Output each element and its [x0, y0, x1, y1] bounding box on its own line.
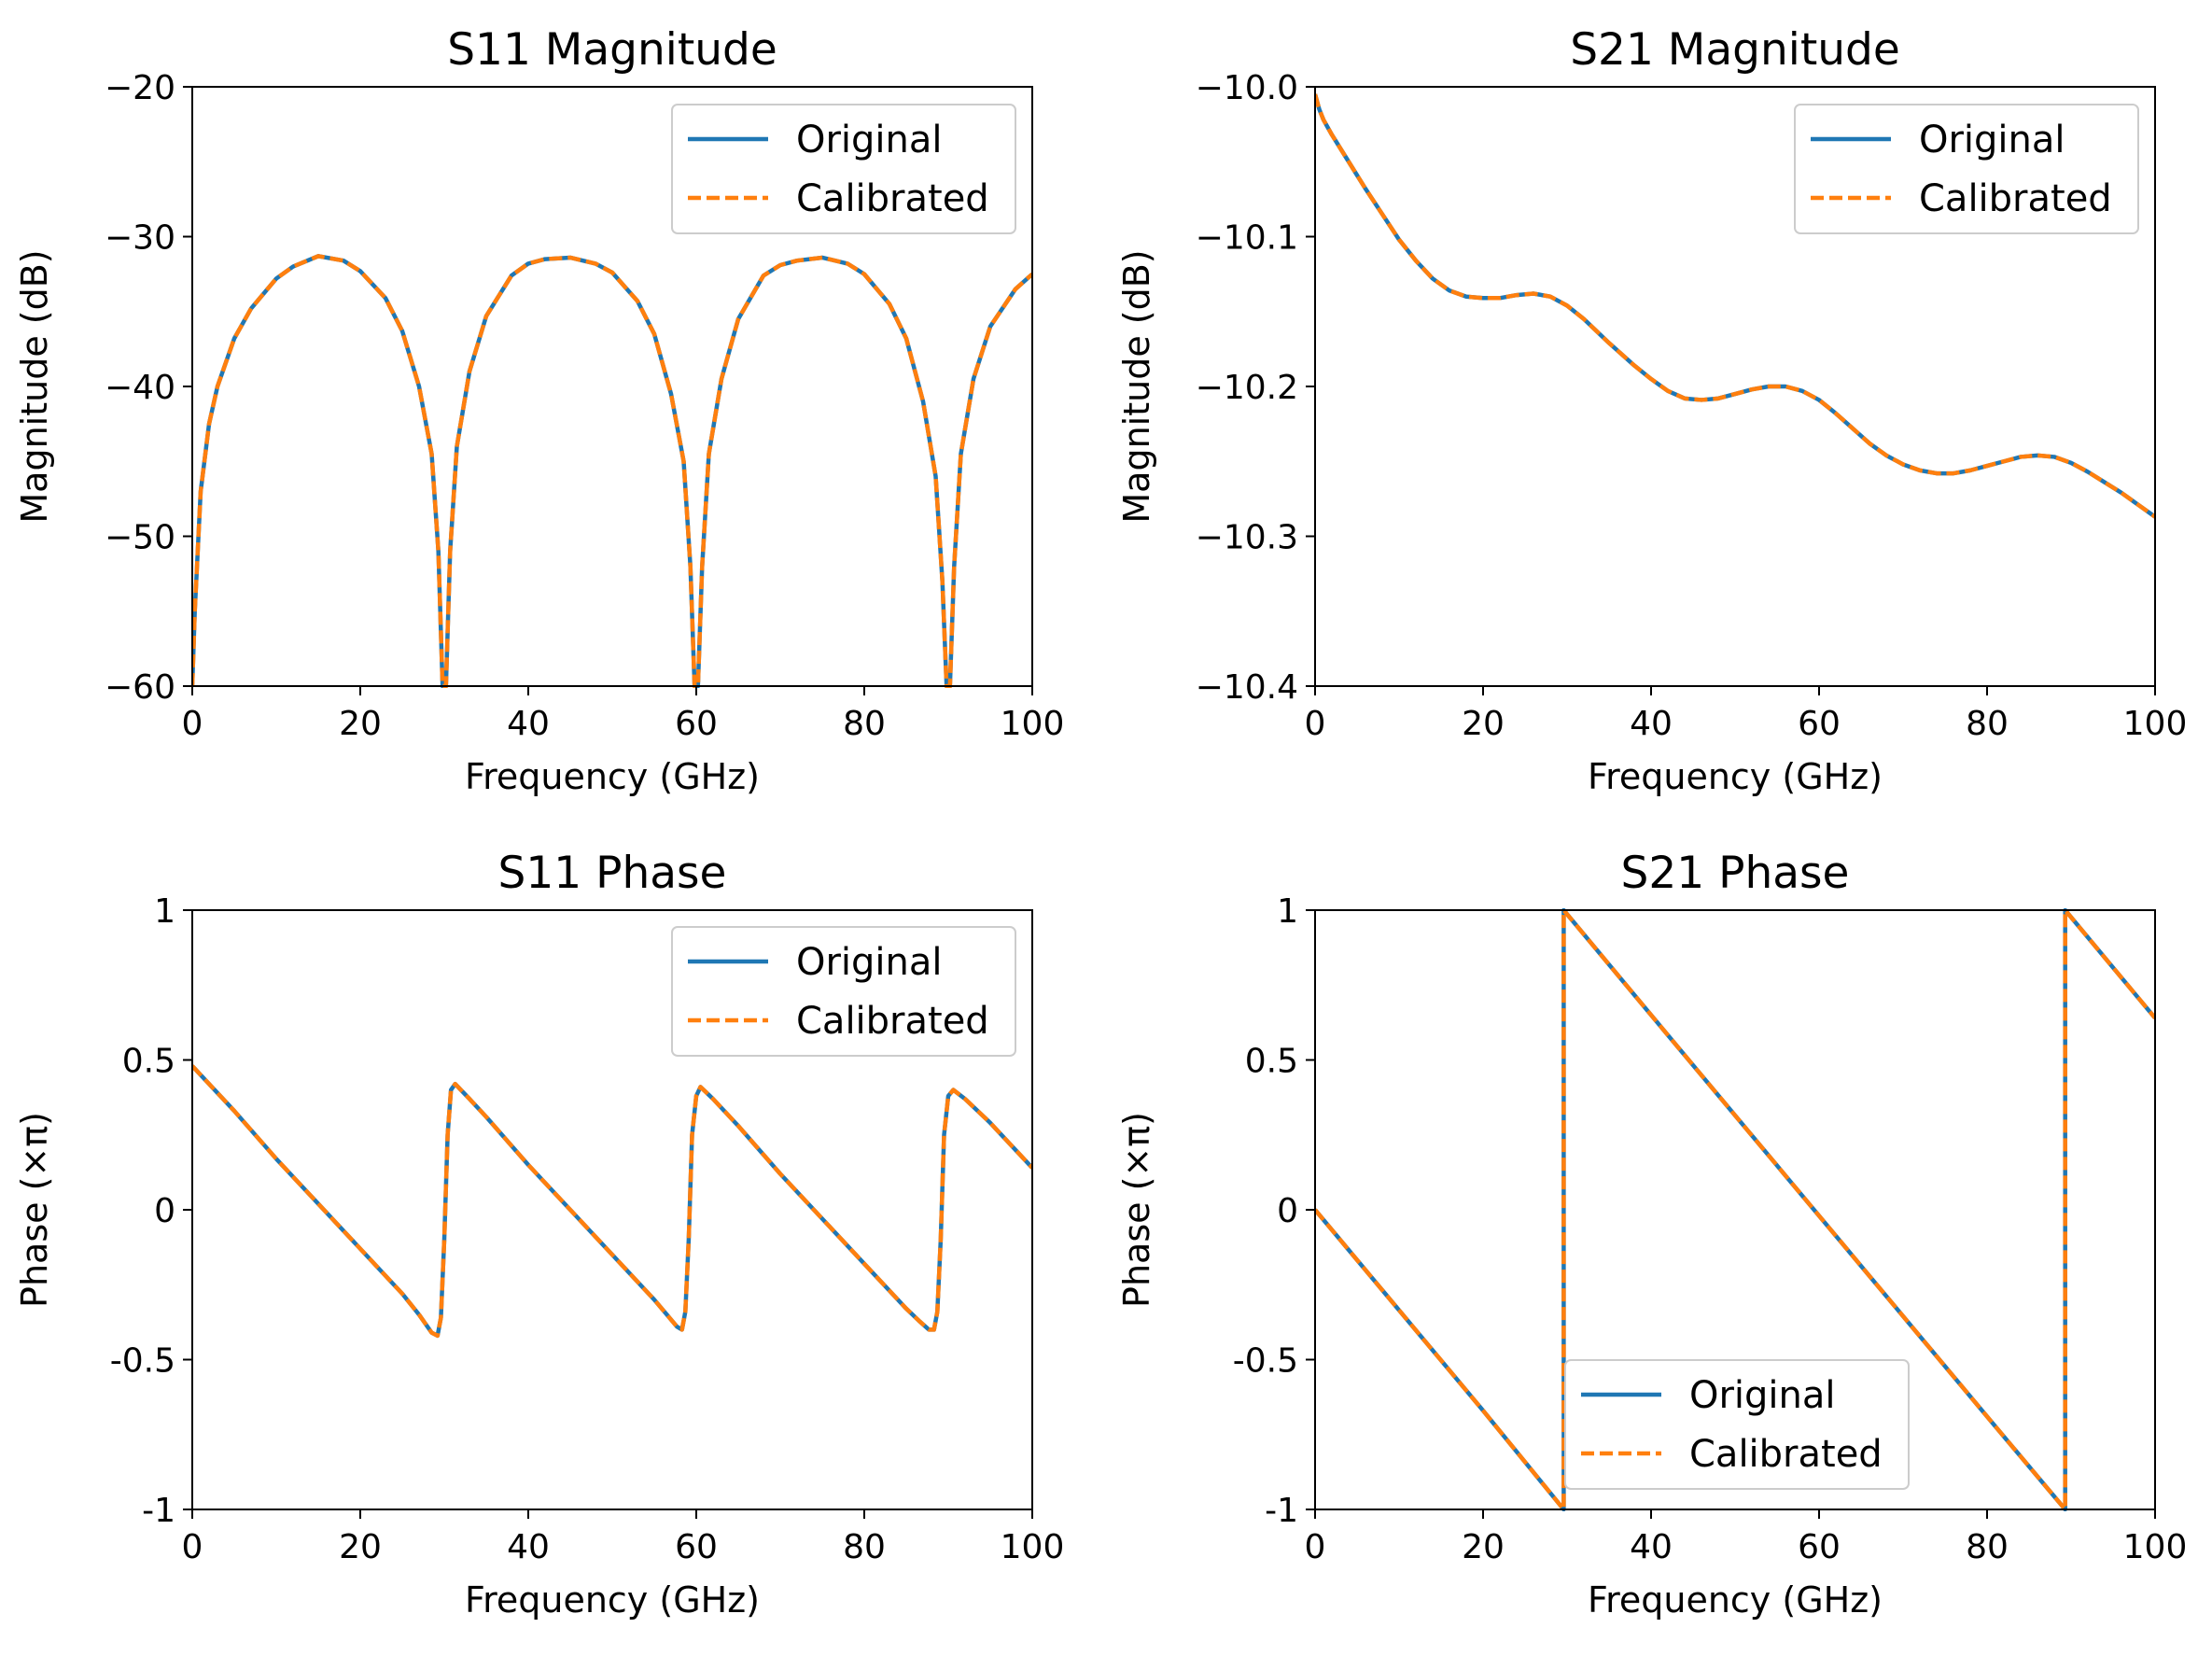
chart-3: 0 20 40 60 80 100 -1 -0.5 0 0.5 1 S11 Phase Frequenc…	[14, 848, 1064, 1621]
chart-title: S11 Magnitude	[447, 24, 777, 76]
legend-box	[1564, 1359, 1910, 1490]
chart-title: S21 Phase	[1621, 848, 1850, 899]
x-tick-label: 60	[675, 1528, 718, 1566]
x-tick-label: 100	[1001, 1528, 1065, 1566]
x-tick-label: 0	[1305, 705, 1326, 743]
legend: Original Calibrated	[671, 926, 1016, 1057]
legend-box	[671, 926, 1016, 1057]
y-axis-label: Phase (×π)	[14, 1112, 55, 1308]
x-tick-label: 40	[507, 705, 550, 743]
y-tick-label: 1	[154, 892, 175, 931]
x-tick-label: 80	[1966, 705, 2009, 743]
y-tick-label: −30	[105, 219, 175, 258]
x-tick-label: 20	[1462, 705, 1505, 743]
x-tick-label: 20	[339, 1528, 382, 1566]
y-axis-label: Phase (×π)	[1116, 1112, 1157, 1308]
legend-box	[1794, 104, 2139, 234]
x-tick-label: 0	[1305, 1528, 1326, 1566]
chart-4: 0 20 40 60 80 100 -1 -0.5 0 0.5 1 S21 Phase Frequenc…	[1116, 848, 2187, 1621]
chart-title: S11 Phase	[498, 848, 727, 899]
x-tick-label: 80	[843, 705, 886, 743]
legend: Original Calibrated	[1794, 104, 2139, 234]
series-line-calibrated	[1315, 93, 2155, 519]
legend: Original Calibrated	[671, 104, 1016, 234]
x-tick-label: 100	[2123, 705, 2188, 743]
x-tick-label: 0	[182, 1528, 203, 1566]
legend-label-calibrated: Calibrated	[796, 177, 989, 220]
chart-1: 0 20 40 60 80 100 −60 −50 −40 −30 −20 S11 Magnitude…	[14, 24, 1064, 797]
x-tick-label: 80	[1966, 1528, 2009, 1566]
x-axis-label: Frequency (GHz)	[1588, 1579, 1883, 1621]
legend-label-original: Original	[796, 119, 943, 161]
legend-label-calibrated: Calibrated	[796, 1000, 989, 1043]
y-axis-label: Magnitude (dB)	[1116, 249, 1157, 523]
y-tick-label: −10.1	[1196, 219, 1298, 258]
x-tick-label: 20	[339, 705, 382, 743]
x-axis-label: Frequency (GHz)	[465, 1579, 760, 1621]
series-line-calibrated	[1315, 908, 2155, 1511]
series-line-calibrated	[192, 1064, 1032, 1339]
x-tick-label: 60	[675, 705, 718, 743]
x-tick-label: 0	[182, 705, 203, 743]
x-tick-label: 40	[1630, 1528, 1673, 1566]
y-tick-label: −10.2	[1196, 369, 1298, 407]
y-tick-label: 0	[154, 1192, 175, 1230]
legend-label-original: Original	[1689, 1374, 1836, 1417]
legend-label-calibrated: Calibrated	[1919, 177, 2112, 220]
legend-label-calibrated: Calibrated	[1689, 1433, 1883, 1476]
y-tick-label: 0	[1277, 1192, 1298, 1230]
x-tick-label: 40	[1630, 705, 1673, 743]
x-tick-label: 60	[1798, 705, 1841, 743]
y-tick-label: 1	[1277, 892, 1298, 931]
series-line-calibrated	[192, 254, 1032, 688]
y-tick-label: −40	[105, 369, 175, 407]
x-tick-label: 100	[1001, 705, 1065, 743]
x-tick-label: 60	[1798, 1528, 1841, 1566]
legend-label-original: Original	[796, 941, 943, 984]
y-tick-label: -0.5	[110, 1342, 175, 1381]
y-tick-label: -1	[1265, 1492, 1298, 1530]
series-line-original	[192, 254, 1032, 688]
y-tick-label: 0.5	[1245, 1043, 1298, 1081]
y-tick-label: −50	[105, 519, 175, 557]
y-tick-label: -1	[142, 1492, 175, 1530]
y-tick-label: −10.4	[1196, 668, 1298, 707]
series-line-original	[192, 1064, 1032, 1339]
chart-title: S21 Magnitude	[1570, 24, 1900, 76]
chart-2: 0 20 40 60 80 100 −10.4 −10.3 −10.2 −10.1 −10.0 S21…	[1116, 24, 2187, 797]
y-tick-label: −10.3	[1196, 519, 1298, 557]
y-tick-label: −10.0	[1196, 69, 1298, 107]
y-tick-label: −60	[105, 668, 175, 707]
y-tick-label: −20	[105, 69, 175, 107]
legend: Original Calibrated	[1564, 1359, 1910, 1490]
x-tick-label: 80	[843, 1528, 886, 1566]
x-axis-label: Frequency (GHz)	[465, 756, 760, 797]
legend-box	[671, 104, 1016, 234]
y-tick-label: -0.5	[1233, 1342, 1298, 1381]
y-axis-label: Magnitude (dB)	[14, 249, 55, 523]
x-tick-label: 40	[507, 1528, 550, 1566]
x-tick-label: 100	[2123, 1528, 2188, 1566]
x-axis-label: Frequency (GHz)	[1588, 756, 1883, 797]
x-tick-label: 20	[1462, 1528, 1505, 1566]
legend-label-original: Original	[1919, 119, 2065, 161]
y-tick-label: 0.5	[122, 1043, 175, 1081]
